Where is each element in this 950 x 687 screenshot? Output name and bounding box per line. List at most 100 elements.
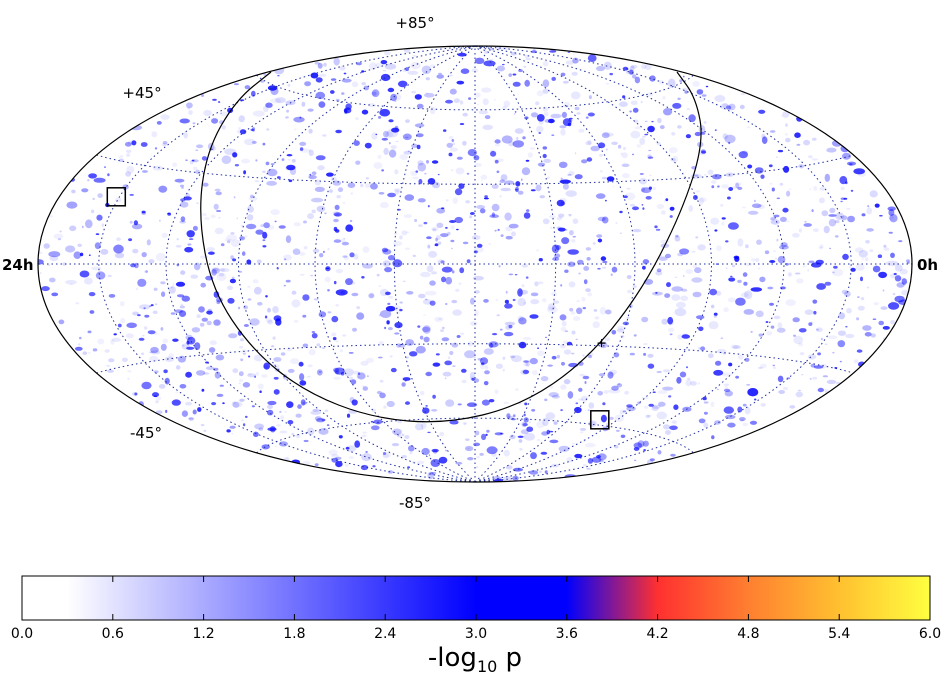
hotspot bbox=[274, 220, 277, 223]
hotspot bbox=[704, 173, 707, 177]
hotspot bbox=[449, 88, 457, 95]
hotspot bbox=[451, 142, 456, 146]
hotspot bbox=[671, 132, 676, 136]
hotspot bbox=[346, 413, 351, 418]
hotspot bbox=[714, 229, 718, 232]
hotspot bbox=[233, 196, 236, 199]
hotspot bbox=[832, 268, 844, 277]
hotspot bbox=[124, 141, 132, 147]
hotspot bbox=[771, 187, 775, 192]
hotspot bbox=[661, 318, 668, 325]
hotspot bbox=[355, 117, 359, 120]
hotspot bbox=[724, 385, 728, 390]
hotspot bbox=[431, 226, 439, 232]
hotspot bbox=[333, 367, 340, 373]
hotspot bbox=[158, 185, 168, 193]
meridian-line bbox=[165, 46, 476, 482]
hotspot bbox=[565, 190, 577, 197]
hotspot bbox=[775, 257, 777, 260]
hotspot bbox=[243, 170, 247, 175]
hotspot bbox=[143, 270, 148, 273]
hotspot bbox=[247, 373, 252, 376]
hotspot bbox=[392, 259, 403, 268]
hotspot bbox=[757, 204, 765, 210]
hotspot bbox=[551, 394, 560, 399]
hotspot bbox=[649, 458, 655, 462]
hotspot bbox=[470, 297, 475, 305]
hotspot bbox=[498, 265, 501, 268]
hotspot bbox=[587, 458, 594, 464]
hotspot bbox=[454, 188, 463, 196]
hotspot bbox=[437, 259, 445, 265]
hotspot bbox=[677, 125, 682, 129]
hotspot bbox=[483, 60, 496, 67]
hotspot bbox=[402, 280, 406, 283]
hotspot bbox=[418, 293, 426, 299]
hotspot bbox=[668, 147, 678, 154]
hotspot bbox=[571, 330, 576, 335]
hotspot bbox=[782, 207, 789, 213]
hotspot bbox=[808, 322, 813, 326]
hotspot bbox=[423, 336, 430, 343]
hotspot bbox=[626, 404, 633, 408]
hotspot bbox=[503, 331, 514, 337]
hotspot bbox=[564, 330, 569, 332]
hotspot bbox=[476, 465, 479, 469]
hotspot bbox=[405, 247, 410, 250]
hotspot bbox=[51, 292, 59, 297]
hotspot bbox=[812, 376, 818, 380]
hotspot bbox=[164, 356, 175, 362]
hotspot bbox=[351, 292, 359, 297]
hotspot bbox=[393, 93, 402, 101]
hotspot bbox=[785, 137, 791, 143]
hotspot bbox=[527, 152, 533, 158]
hotspot bbox=[310, 274, 314, 277]
hotspot bbox=[685, 449, 688, 452]
hotspot bbox=[405, 136, 409, 139]
hotspot bbox=[742, 403, 747, 407]
hotspot bbox=[79, 336, 82, 340]
hotspot bbox=[494, 478, 504, 482]
hotspot bbox=[407, 70, 419, 75]
hotspot bbox=[252, 279, 259, 284]
hotspot bbox=[360, 360, 369, 366]
hotspot bbox=[415, 345, 426, 354]
hotspot bbox=[155, 410, 163, 414]
hotspot bbox=[695, 190, 701, 193]
hotspot bbox=[266, 168, 278, 177]
hotspot bbox=[549, 385, 554, 389]
hotspot bbox=[331, 457, 339, 463]
hotspot bbox=[392, 428, 402, 436]
hotspot bbox=[273, 376, 279, 380]
hotspot bbox=[642, 265, 646, 270]
hotspot bbox=[603, 61, 612, 70]
hotspot bbox=[898, 240, 903, 243]
hotspot bbox=[484, 370, 490, 375]
hotspot bbox=[340, 371, 345, 376]
hotspot bbox=[809, 377, 812, 380]
hotspot bbox=[861, 213, 866, 217]
hotspot bbox=[271, 345, 275, 348]
hotspot bbox=[379, 288, 389, 297]
hotspot bbox=[397, 80, 408, 88]
hotspot bbox=[877, 254, 883, 258]
hotspot bbox=[848, 265, 852, 269]
hotspot bbox=[583, 266, 590, 271]
hotspot bbox=[295, 433, 301, 439]
hotspot bbox=[208, 347, 216, 353]
hotspot bbox=[345, 224, 354, 232]
hotspot bbox=[53, 233, 64, 240]
hotspot bbox=[570, 91, 581, 100]
hotspot bbox=[107, 369, 114, 373]
hotspot bbox=[238, 382, 241, 385]
hotspot bbox=[483, 197, 489, 200]
hotspot bbox=[381, 137, 388, 141]
hotspot bbox=[484, 50, 489, 54]
hotspot bbox=[263, 222, 270, 229]
hotspot bbox=[703, 411, 708, 415]
hotspot bbox=[308, 349, 316, 356]
hotspot bbox=[432, 394, 436, 399]
hotspot bbox=[404, 435, 410, 439]
hotspot bbox=[466, 447, 471, 450]
hotspot bbox=[804, 309, 814, 316]
